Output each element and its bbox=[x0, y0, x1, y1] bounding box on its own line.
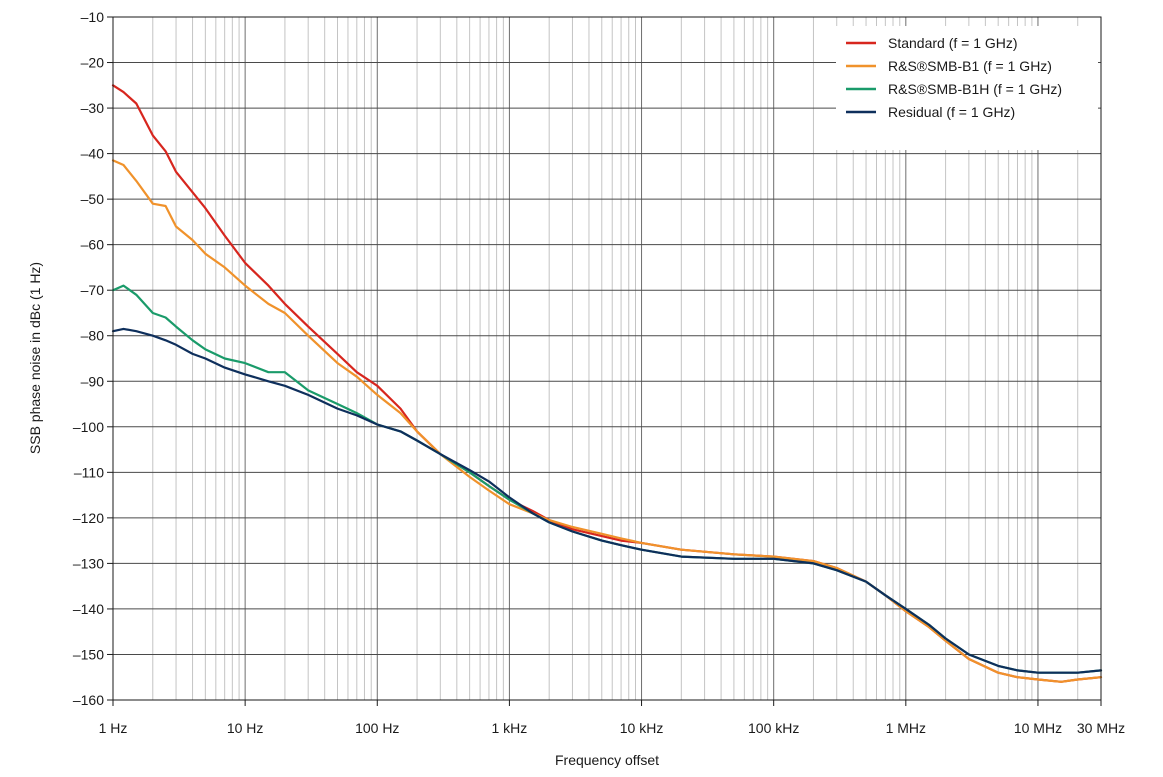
legend-background bbox=[836, 26, 1098, 150]
x-tick-label: 30 MHz bbox=[1077, 720, 1125, 736]
legend-label: R&S®SMB-B1 (f = 1 GHz) bbox=[888, 58, 1052, 74]
y-tick-label: –110 bbox=[74, 464, 104, 480]
series-line bbox=[111, 84, 1103, 683]
series-line bbox=[111, 284, 1103, 674]
y-tick-label: –30 bbox=[81, 100, 105, 116]
legend: Standard (f = 1 GHz) R&S®SMB-B1 (f = 1 GH… bbox=[836, 26, 1098, 150]
x-axis-title: Frequency offset bbox=[555, 752, 659, 768]
y-tick-label: –140 bbox=[73, 601, 104, 617]
x-tick-label: 10 Hz bbox=[227, 720, 264, 736]
y-tick-label: –120 bbox=[73, 510, 104, 526]
legend-label: Standard (f = 1 GHz) bbox=[888, 35, 1018, 51]
x-tick-label: 10 kHz bbox=[620, 720, 664, 736]
x-axis-ticks: 1 Hz 10 Hz 100 Hz 1 kHz 10 kHz 100 kHz 1 MHz 10… bbox=[99, 700, 1125, 736]
y-tick-label: –90 bbox=[81, 373, 105, 389]
y-axis-title: SSB phase noise in dBc (1 Hz) bbox=[27, 262, 43, 454]
x-tick-label: 100 kHz bbox=[748, 720, 799, 736]
x-tick-label: 100 Hz bbox=[355, 720, 399, 736]
y-tick-label: –60 bbox=[81, 237, 105, 253]
x-tick-label: 1 MHz bbox=[886, 720, 926, 736]
legend-label: R&S®SMB-B1H (f = 1 GHz) bbox=[888, 81, 1062, 97]
y-tick-label: –10 bbox=[81, 9, 105, 25]
y-tick-label: –80 bbox=[81, 328, 105, 344]
legend-label: Residual (f = 1 GHz) bbox=[888, 104, 1015, 120]
y-tick-label: –40 bbox=[81, 146, 105, 162]
minor-grid bbox=[152, 17, 1102, 700]
y-tick-label: –160 bbox=[73, 692, 104, 708]
y-tick-label: –100 bbox=[73, 419, 104, 435]
y-tick-label: –130 bbox=[73, 555, 104, 571]
x-tick-label: 1 kHz bbox=[492, 720, 528, 736]
series-lines bbox=[111, 84, 1103, 683]
y-tick-label: –20 bbox=[81, 55, 105, 71]
x-tick-label: 10 MHz bbox=[1014, 720, 1062, 736]
major-grid bbox=[112, 16, 1101, 701]
y-tick-label: –50 bbox=[81, 191, 105, 207]
series-line bbox=[111, 159, 1103, 683]
series-line bbox=[111, 327, 1103, 674]
y-axis-ticks: –10 –20 –30 –40 –50 –60 –70 –80 –90 –100 –110 –120 –… bbox=[73, 9, 113, 708]
y-tick-label: –150 bbox=[73, 646, 104, 662]
plot-frame bbox=[112, 16, 1102, 701]
y-tick-label: –70 bbox=[81, 282, 105, 298]
x-tick-label: 1 Hz bbox=[99, 720, 128, 736]
